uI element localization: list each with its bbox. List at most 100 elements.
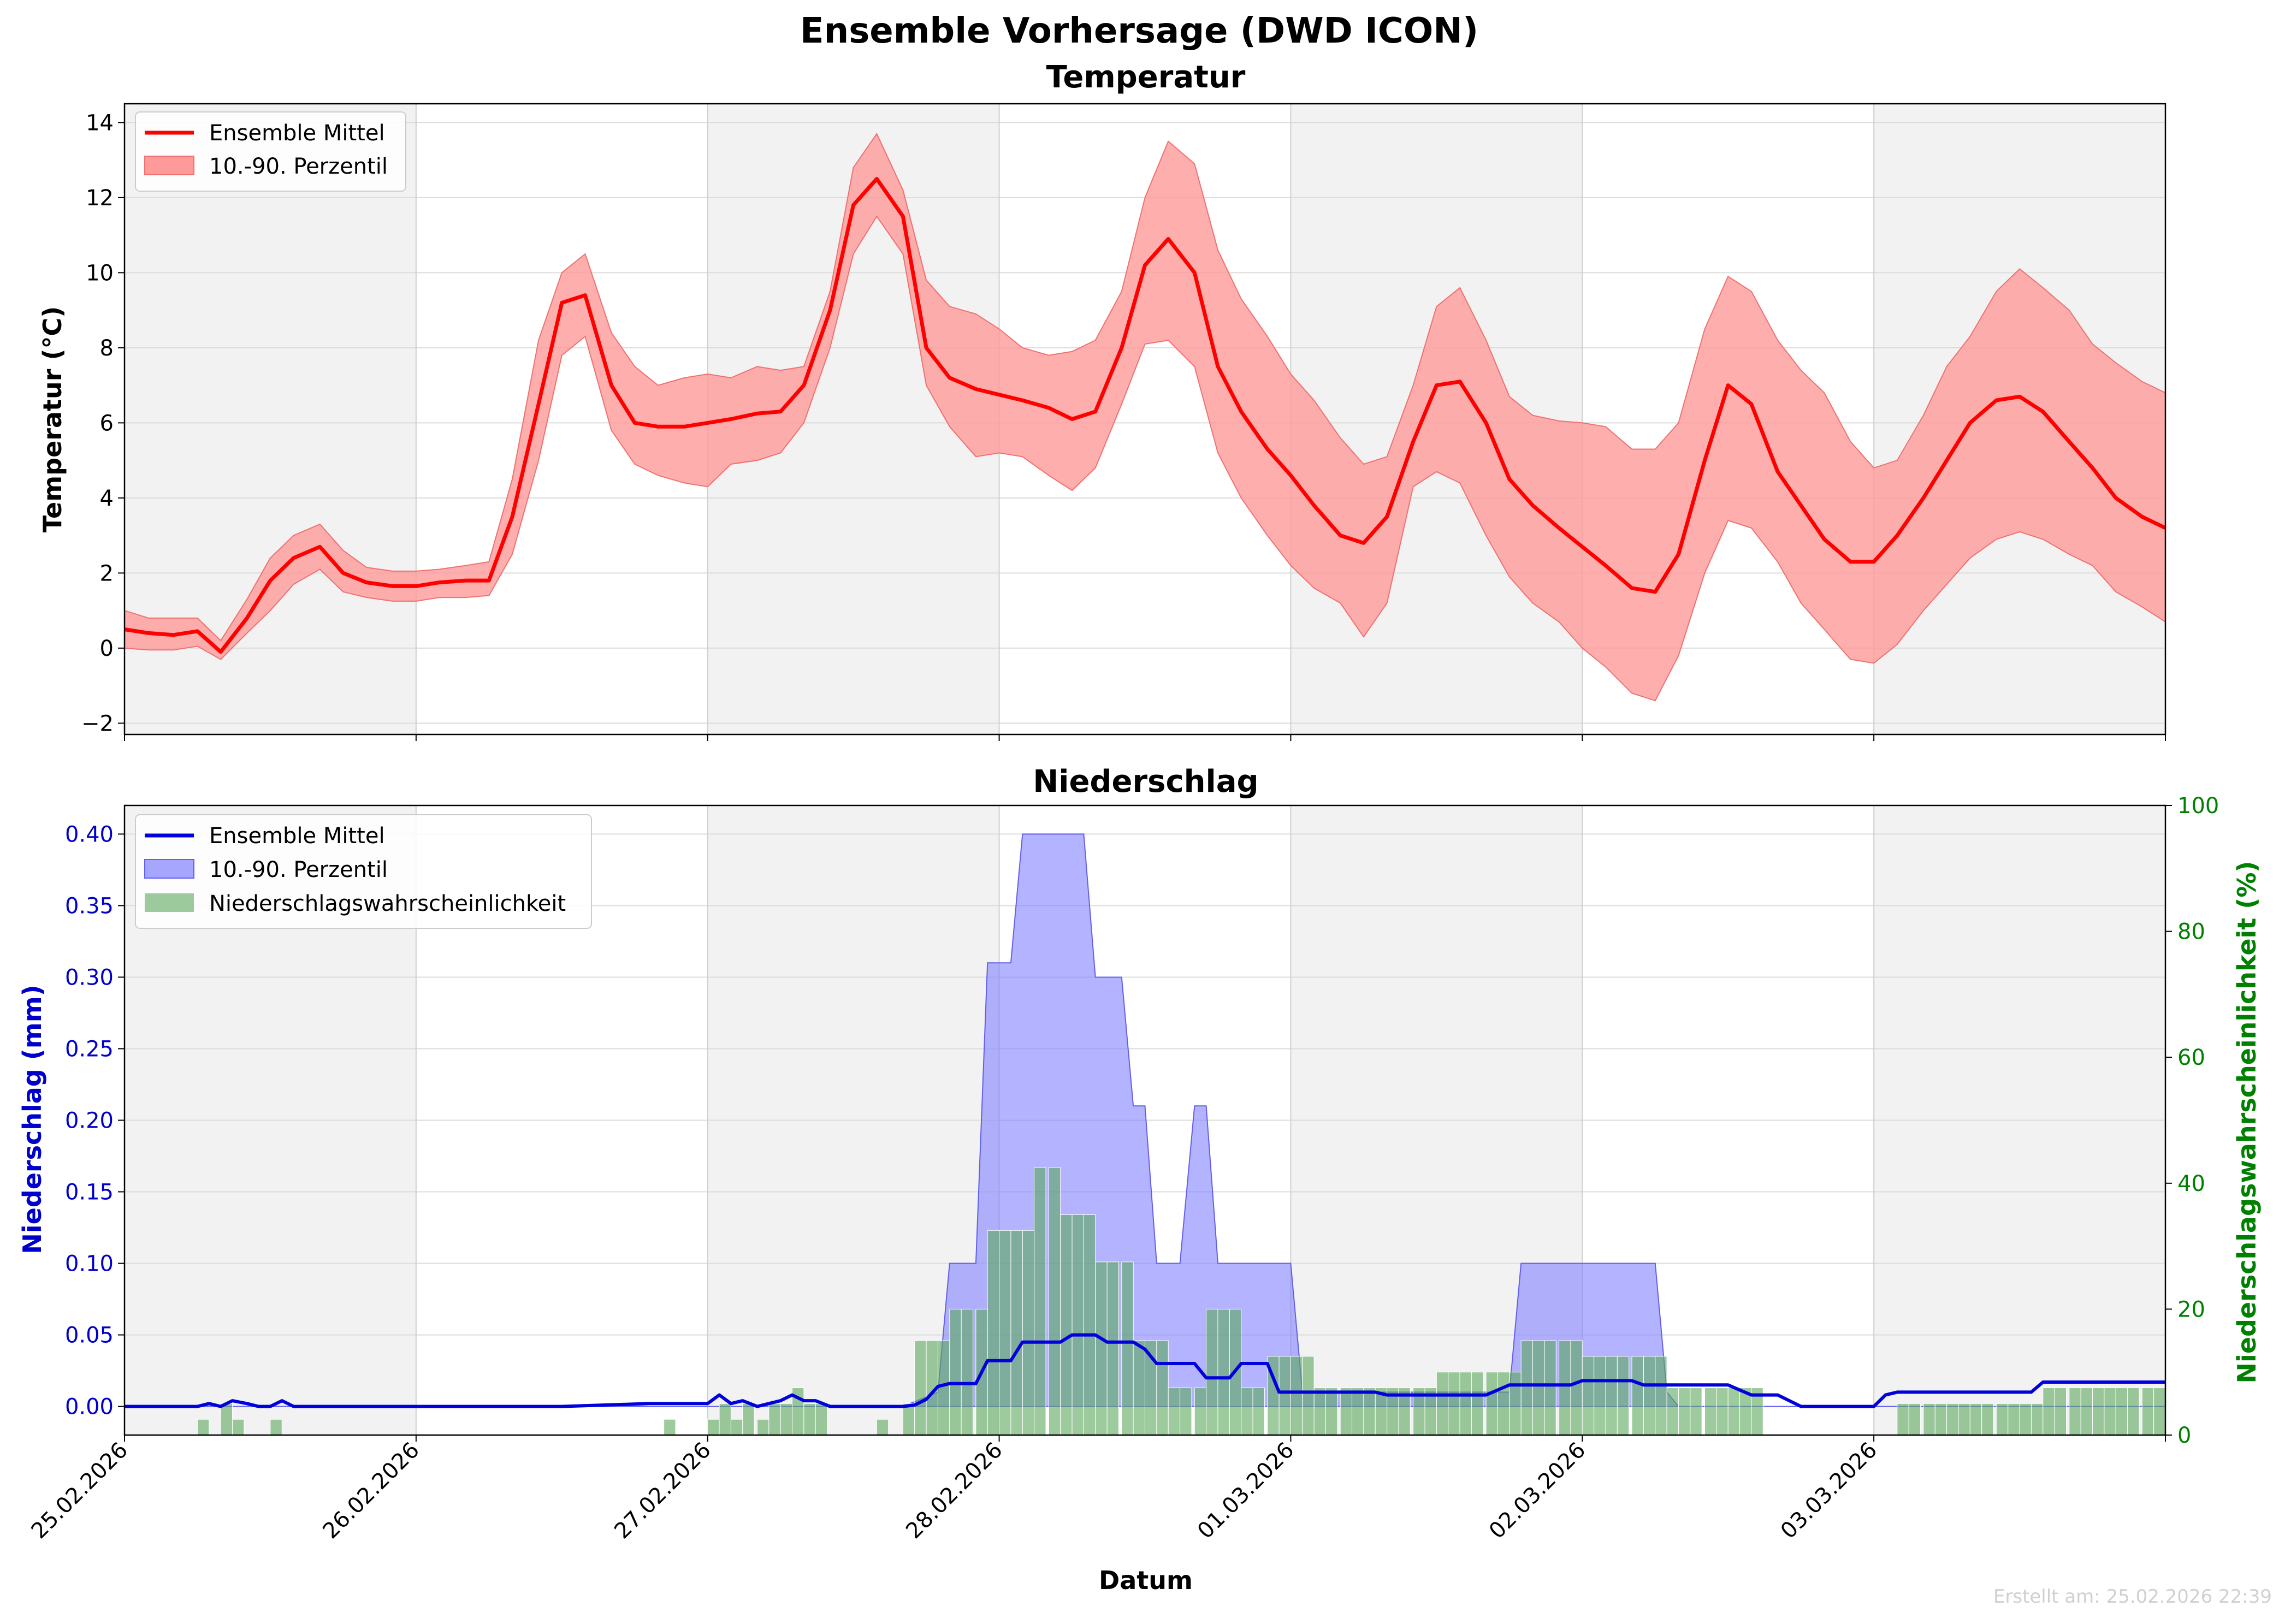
precip-probability-bar xyxy=(2115,1388,2128,1436)
precip-probability-bar xyxy=(1072,1214,1084,1436)
precip-probability-bar xyxy=(220,1403,233,1436)
temp-legend-mean-label: Ensemble Mittel xyxy=(209,121,385,146)
precip-probability-bar xyxy=(2054,1388,2067,1436)
precip-probability-bar xyxy=(961,1308,974,1436)
precip-ylabel: Niederschlag (mm) xyxy=(17,985,47,1254)
precip-probability-bar xyxy=(2069,1388,2081,1436)
precip-probability-bar xyxy=(1302,1356,1315,1436)
footer-created: Erstellt am: 25.02.2026 22:39 xyxy=(1993,1586,2272,1608)
prob-ytick-label: 60 xyxy=(2177,1045,2205,1070)
precip-ytick-label: 0.35 xyxy=(65,893,114,918)
precip-probability-bar xyxy=(1340,1388,1353,1436)
precip-probability-bar xyxy=(2153,1388,2166,1436)
precipitation-panel: 0.00 0.05 0.10 0.15 0.20 0.25 0.30 0.35 0.40 0 20 4… xyxy=(27,793,2219,1544)
precip-probability-bar xyxy=(707,1419,720,1436)
precip-probability-bar xyxy=(2080,1388,2093,1436)
precip-probability-bar xyxy=(1095,1261,1108,1436)
precip-probability-bar xyxy=(1981,1403,1994,1436)
precip-probability-bar xyxy=(949,1308,962,1436)
precip-probability-bar xyxy=(1060,1214,1073,1436)
precip-probability-bar xyxy=(730,1419,743,1436)
precip-probability-bar xyxy=(1448,1372,1460,1436)
temp-ytick-label: 6 xyxy=(100,411,114,436)
precip-ytick-label: 0.10 xyxy=(65,1252,114,1277)
precip-probability-bar xyxy=(1570,1340,1583,1436)
precip-probability-bar xyxy=(1958,1403,1970,1436)
precip-probability-bar xyxy=(756,1419,769,1436)
precip-legend-prob-swatch xyxy=(145,893,194,912)
temp-ytick-label: 8 xyxy=(100,336,114,361)
precip-ytick-label: 0.20 xyxy=(65,1109,114,1134)
precip-probability-bar xyxy=(1278,1356,1291,1436)
precip-probability-bar xyxy=(664,1419,676,1436)
precip-probability-bar xyxy=(937,1340,950,1436)
precip-probability-bar xyxy=(1106,1261,1119,1436)
precip-ytick-label: 0.05 xyxy=(65,1323,114,1348)
precip-legend: Ensemble Mittel 10.-90. Perzentil Niedersc… xyxy=(135,814,592,929)
precip-probability-bar xyxy=(1655,1356,1667,1436)
precip-probability-bar xyxy=(1934,1403,1947,1436)
precip-probability-bar xyxy=(1631,1356,1644,1436)
precip-probability-bar xyxy=(1010,1230,1023,1436)
precip-probability-bar xyxy=(2031,1403,2044,1436)
precip-probability-bar xyxy=(2092,1388,2105,1436)
precip-probability-bar xyxy=(1946,1403,1959,1436)
temp-ytick-label: 14 xyxy=(86,110,114,135)
precip-probability-bar xyxy=(197,1419,210,1436)
temp-legend-band-label: 10.-90. Perzentil xyxy=(209,154,388,179)
precip-probability-bar xyxy=(2008,1403,2020,1436)
precip-probability-bar xyxy=(232,1419,245,1436)
precip-probability-bar xyxy=(1497,1372,1510,1436)
precip-probability-bar xyxy=(1582,1356,1595,1436)
temp-ytick-label: 2 xyxy=(100,561,114,586)
temp-mean-line xyxy=(124,177,2166,654)
precip-probability-bar xyxy=(815,1403,828,1436)
prob-ylabel: Niederschlagswahrscheinlichkeit (%) xyxy=(2232,861,2262,1384)
precip-probability-bar xyxy=(1923,1403,1935,1436)
temp-ytick-label: 4 xyxy=(100,486,114,511)
precip-probability-bar xyxy=(2043,1388,2055,1436)
precip-probability-bar xyxy=(1121,1261,1134,1436)
prob-ytick-label: 100 xyxy=(2177,793,2219,819)
x-axis-label: Datum xyxy=(1099,1566,1193,1595)
precip-probability-bar xyxy=(1532,1340,1545,1436)
precip-probability-bar xyxy=(1034,1167,1046,1436)
precip-ytick-label: 0.25 xyxy=(65,1036,114,1062)
precip-probability-bar xyxy=(2019,1403,2032,1436)
precip-probability-bar xyxy=(1666,1388,1679,1436)
temp-title: Temperatur xyxy=(1046,60,1246,95)
temp-legend: Ensemble Mittel 10.-90. Perzentil xyxy=(135,111,406,192)
temp-ylabel: Temperatur (°C) xyxy=(38,306,67,533)
precip-probability-bar xyxy=(780,1403,793,1436)
temp-legend-band-swatch xyxy=(144,156,194,175)
temp-legend-box xyxy=(135,111,406,192)
temp-ytick-label: 0 xyxy=(100,636,114,661)
precip-frame xyxy=(123,804,2166,1436)
prob-ytick-label: 40 xyxy=(2177,1171,2205,1196)
precip-probability-bar xyxy=(1520,1340,1534,1436)
temp-frame xyxy=(123,103,2166,736)
precip-probability-bar xyxy=(768,1403,781,1436)
precip-probability-bar xyxy=(1048,1167,1061,1436)
precip-probability-bar xyxy=(1690,1388,1702,1436)
precip-probability-bar xyxy=(1617,1356,1630,1436)
temperature-panel: −2 0 2 4 6 8 10 12 14 Ensemble Mittel 10.-90. Perz… xyxy=(81,103,2166,741)
precip-probability-bar xyxy=(1252,1388,1265,1436)
precip-legend-mean-label: Ensemble Mittel xyxy=(209,823,385,849)
precip-probability-bar xyxy=(1605,1356,1618,1436)
prob-ytick-label: 0 xyxy=(2177,1423,2191,1448)
precip-probability-bar xyxy=(1133,1340,1146,1436)
precip-probability-bar xyxy=(1168,1388,1181,1436)
precip-probability-bar xyxy=(902,1403,915,1436)
precip-probability-bar xyxy=(1459,1372,1472,1436)
precip-probability-bar xyxy=(1969,1403,1982,1436)
precip-probability-bar xyxy=(999,1230,1011,1436)
precip-probability-bar xyxy=(1727,1388,1741,1436)
precip-legend-band-swatch xyxy=(144,859,194,879)
temp-ytick-label: 10 xyxy=(86,260,114,286)
figure-suptitle: Ensemble Vorhersage (DWD ICON) xyxy=(800,11,1478,51)
temp-ytick-label: −2 xyxy=(81,711,114,736)
precip-probability-bar xyxy=(1241,1388,1253,1436)
precip-probability-bar xyxy=(1217,1308,1230,1436)
